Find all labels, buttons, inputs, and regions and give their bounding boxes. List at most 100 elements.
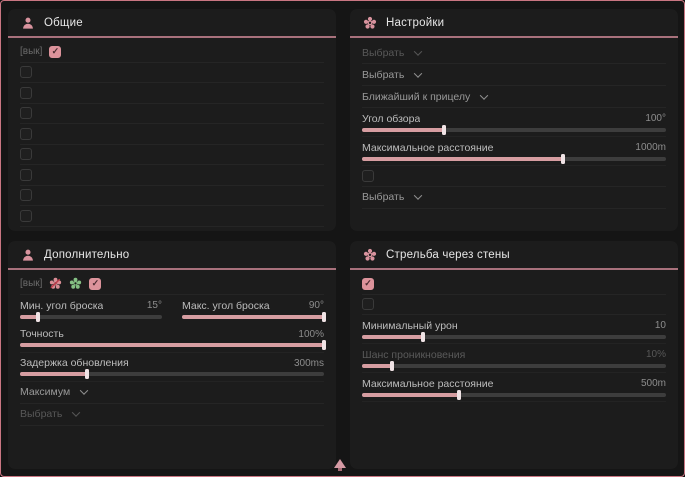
row-controls: Выбрать [362,68,423,81]
row-controls: Максимум [20,386,89,398]
blossom-green-icon[interactable] [69,277,82,290]
slider-track[interactable] [182,311,326,322]
slider-thumb[interactable] [442,124,447,135]
slider-row: Минимальный урон 10 [362,315,666,344]
checkbox[interactable] [20,168,32,181]
dropdown-row: Максимум [20,382,324,404]
checkbox[interactable] [20,189,32,202]
row-controls: Ближайший к прицелу [362,90,489,103]
chevron-down-icon[interactable] [79,386,89,395]
checkbox-row: [вык] ✓ [20,274,324,295]
slider-header: Шанс проникновения 10% [362,349,666,361]
slider-thumb[interactable] [457,389,462,400]
checkbox[interactable] [20,66,32,79]
slider-thumb[interactable] [390,360,395,371]
header-accent-line [8,36,336,38]
up-arrow-cursor-icon [334,459,346,471]
slider-fill [20,372,87,376]
checkbox-row [20,145,324,165]
slider-label: Шанс проникновения [362,348,466,361]
dropdown-row: Выбрать [362,64,666,86]
slider-row: Точность 100% [20,324,326,353]
dropdown-value[interactable]: Выбрать [362,68,405,81]
panel-rows: Выбрать Выбрать Ближайший к прицелу Угол об… [350,38,678,231]
checkbox[interactable] [362,169,374,182]
slider-label: Задержка обновления [20,357,129,369]
slider-thumb[interactable] [420,331,425,342]
chevron-down-icon[interactable] [72,408,81,417]
page-title: Общие [44,16,83,29]
slider-value: 10 [654,320,666,331]
checkbox-row [20,165,324,186]
row-controls [20,189,32,202]
slider-label: Точность [20,328,64,340]
checkbox[interactable] [20,107,32,120]
slider-track[interactable] [362,331,666,342]
checkbox-row [20,186,324,206]
checkbox[interactable]: ✓ [362,277,374,290]
slider-track[interactable] [362,360,666,371]
chevron-down-icon[interactable] [414,46,423,56]
slider-fill [362,334,423,339]
checkbox[interactable] [362,298,374,311]
dropdown-value[interactable]: Выбрать [362,46,405,59]
checkbox[interactable] [20,148,32,161]
panel-header: Настройки [350,9,678,36]
checkbox[interactable] [20,209,32,222]
slider-track[interactable] [20,369,324,379]
slider-thumb[interactable] [84,369,89,379]
row-controls: [вык] ✓ [20,277,102,290]
chevron-down-icon[interactable] [414,191,423,200]
slider-track[interactable] [362,124,666,135]
row-controls [362,298,374,311]
dropdown-value[interactable]: Ближайший к прицелу [362,90,471,103]
slider-fill [362,156,563,161]
dropdown-value[interactable]: Выбрать [362,191,405,203]
dropdown-value[interactable]: Выбрать [20,408,63,420]
slider-label: Максимальное расстояние [362,377,494,390]
slider-header: Мин. угол броска 15° [20,300,162,312]
slider-pair-row: Мин. угол броска 15° Макс. угол броска 90° [20,295,326,324]
slider-value: 300ms [293,357,324,369]
dropdown-row: Выбрать [362,42,666,64]
checkbox-row [20,83,324,104]
checkbox[interactable]: ✓ [89,277,102,290]
slider-track[interactable] [20,311,162,322]
slider-track[interactable] [362,389,666,400]
panel-additional: Дополнительно [вык] ✓ Мин. угол броска 15° М… [8,241,336,469]
page-title: Настройки [386,16,445,29]
flower-icon [363,16,377,30]
slider-header: Точность 100% [20,328,324,340]
dropdown-value[interactable]: Максимум [20,386,71,398]
slider-header: Угол обзора 100° [362,113,666,125]
slider-value: 10% [645,349,666,360]
slider-thumb[interactable] [36,311,41,322]
checkbox[interactable] [20,127,32,140]
slider-thumb[interactable] [322,311,326,322]
slider-track[interactable] [362,153,666,164]
checkbox-row [20,206,324,227]
chevron-down-icon[interactable] [479,90,489,100]
slider-track[interactable] [20,340,326,350]
row-controls [20,86,32,99]
page-title: Стрельба через стены [386,248,510,261]
blossom-slashed-icon[interactable] [49,277,62,290]
checkbox[interactable]: ✓ [49,45,62,58]
slider-label: Макс. угол броска [182,299,270,312]
slider-value: 15° [146,300,162,311]
dropdown-row: Ближайший к прицелу [362,86,666,108]
slider-thumb[interactable] [560,153,565,164]
slider-value: 500m [640,378,666,389]
slider-thumb[interactable] [322,340,326,350]
slider-fill [20,343,324,347]
checkbox-row: ✓ [362,274,666,295]
checkbox[interactable] [20,86,32,99]
slider-label: Максимальное расстояние [362,141,494,154]
slider-row: Угол обзора 100° [362,108,666,137]
header-accent-line [350,268,678,270]
chevron-down-icon[interactable] [414,68,423,78]
hotkey-label: [вык] [20,46,43,58]
row-controls [20,127,32,140]
slider-fill [182,314,324,319]
